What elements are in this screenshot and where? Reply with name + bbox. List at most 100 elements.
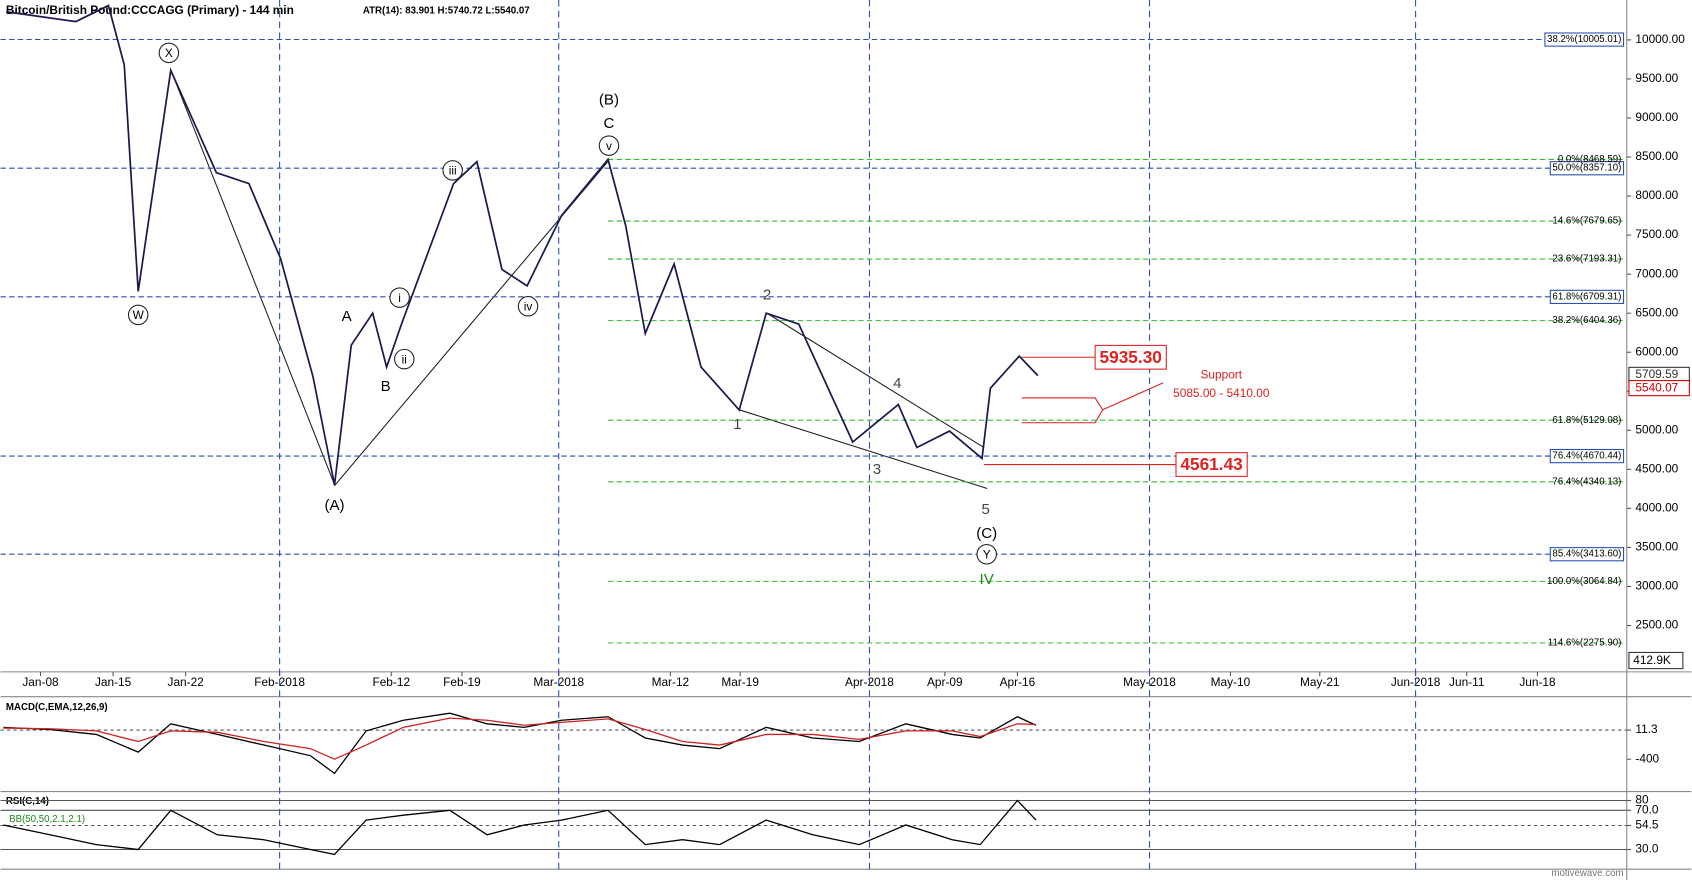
x-tick-label: Feb-19 <box>443 675 481 689</box>
support-bracket <box>1021 397 1104 424</box>
wave-label: W <box>133 308 145 322</box>
wave-label: 1 <box>733 416 741 433</box>
wave-label: iii <box>449 164 457 178</box>
wave-circle <box>158 42 180 64</box>
wave-label: (B) <box>599 91 619 108</box>
x-tick-label: Jan-22 <box>168 675 204 689</box>
y-tick-label: 7000.00 <box>1635 266 1678 280</box>
y-tick-label: 3500.00 <box>1635 540 1678 554</box>
fib-label: 100.0%(3064.84) <box>1547 576 1621 587</box>
series-line <box>3 712 1037 775</box>
price-label: 5709.59 <box>1635 367 1678 381</box>
wave-label: (C) <box>976 525 997 542</box>
series-line <box>3 717 1037 760</box>
series-line <box>5 4 1039 486</box>
fib-label: 85.4%(3413.60) <box>1552 549 1621 560</box>
target-box <box>1094 344 1167 370</box>
wedge-line <box>739 409 988 490</box>
y-tick-label: 80 <box>1635 793 1649 807</box>
x-tick-label: May-10 <box>1211 675 1251 689</box>
x-tick-label: Mar-12 <box>652 675 690 689</box>
chart-title: Bitcoin/British Pound:CCCAGG (Primary) -… <box>6 3 294 17</box>
panel-title: RSI(C,14) <box>6 796 49 807</box>
x-tick-label: Apr-16 <box>1000 675 1036 689</box>
wave-label: A <box>342 308 353 325</box>
fib-label-box <box>1544 32 1625 47</box>
wave-label: 3 <box>873 461 881 478</box>
y-tick-label: -400 <box>1635 751 1659 765</box>
wave-label: ii <box>402 352 407 366</box>
y-tick-label: 5000.00 <box>1635 422 1678 436</box>
volume-label: 412.9K <box>1633 653 1671 667</box>
y-tick-label: 9500.00 <box>1635 71 1678 85</box>
wave-label: iv <box>524 300 533 314</box>
y-tick-label: 30.0 <box>1635 842 1658 856</box>
target-label: 5935.30 <box>1100 347 1162 367</box>
fib-label: 0.0%(8468.59) <box>1558 154 1622 165</box>
target-box <box>1175 452 1248 477</box>
wave-circle <box>517 296 539 317</box>
wave-label: Y <box>983 548 991 562</box>
x-tick-label: Jan-08 <box>22 675 59 689</box>
fib-label: 38.2%(6404.36) <box>1552 315 1621 326</box>
wave-circle <box>389 287 410 308</box>
fib-label-box <box>1549 547 1625 562</box>
panel-subtitle: BB(50,50,2.1,2.1) <box>9 814 85 825</box>
y-tick-label: 8000.00 <box>1635 188 1678 202</box>
wave-circle <box>394 348 415 370</box>
y-tick-label: 4500.00 <box>1635 461 1678 475</box>
fib-label: 23.6%(7193.31) <box>1552 254 1621 265</box>
wedge-line <box>765 312 985 449</box>
fib-label: 76.4%(4340.13) <box>1552 476 1621 487</box>
x-tick-label: Jan-15 <box>95 675 132 689</box>
wave-label: (A) <box>324 497 344 514</box>
y-tick-label: 8500.00 <box>1635 149 1678 163</box>
fib-label: 50.0%(8357.10) <box>1552 163 1621 174</box>
wave-circle <box>127 304 149 326</box>
wave-circle <box>442 160 463 181</box>
x-tick-label: Feb-12 <box>372 675 410 689</box>
support-title: Support <box>1201 367 1243 381</box>
wave-circle <box>598 135 620 156</box>
x-tick-label: Mar-19 <box>721 675 759 689</box>
y-tick-label: 7500.00 <box>1635 227 1678 241</box>
wave-label: v <box>606 139 612 153</box>
fib-label: 61.8%(5129.08) <box>1552 415 1621 426</box>
y-tick-label: 4000.00 <box>1635 501 1678 515</box>
x-tick-label: May-21 <box>1300 675 1340 689</box>
x-tick-label: Jun-18 <box>1519 675 1556 689</box>
y-tick-label: 11.3 <box>1635 722 1658 736</box>
x-tick-label: Jun-11 <box>1449 675 1485 689</box>
wave-label: IV <box>980 571 994 588</box>
fib-label: 14.6%(7679.65) <box>1552 216 1621 227</box>
fib-label-box <box>1549 448 1625 464</box>
y-tick-label: 6000.00 <box>1635 344 1678 358</box>
fib-label: 61.8%(6709.31) <box>1552 291 1621 302</box>
wave-label: 4 <box>893 375 901 392</box>
target-label: 4561.43 <box>1180 454 1242 474</box>
fib-label: 114.6%(2275.90) <box>1548 638 1622 649</box>
x-tick-label: Apr-09 <box>927 675 963 689</box>
fib-label-box <box>1549 161 1625 176</box>
wave-label: X <box>165 46 173 60</box>
wave-label: i <box>398 291 401 305</box>
support-range: 5085.00 - 5410.00 <box>1173 386 1270 400</box>
wave-circle <box>976 544 997 565</box>
y-tick-label: 6500.00 <box>1635 305 1678 319</box>
price-label: 5540.07 <box>1635 380 1678 394</box>
wave-line <box>170 69 609 487</box>
y-tick-label: 54.5 <box>1635 818 1658 832</box>
y-tick-label: 9000.00 <box>1635 110 1678 124</box>
y-tick-label: 3000.00 <box>1635 579 1678 593</box>
watermark: motivewave.com <box>1551 868 1623 879</box>
wave-label: B <box>381 378 391 395</box>
support-pointer <box>1102 382 1164 411</box>
wave-label: 5 <box>982 501 990 518</box>
y-tick-label: 70.0 <box>1635 802 1658 816</box>
y-tick-label: 2500.00 <box>1635 618 1678 632</box>
wave-label: C <box>604 115 615 132</box>
panel-title: MACD(C,EMA,12,26,9) <box>6 702 108 713</box>
volume-box <box>1628 651 1684 670</box>
